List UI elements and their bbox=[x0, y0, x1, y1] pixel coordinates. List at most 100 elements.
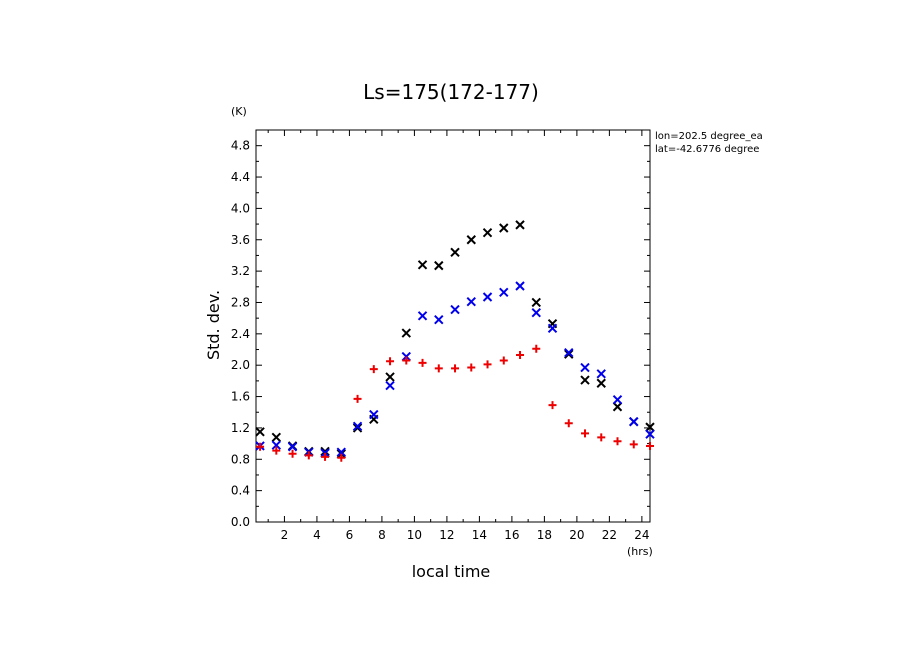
y-tick-label: 4.0 bbox=[231, 201, 250, 215]
data-point bbox=[271, 432, 282, 443]
data-point bbox=[596, 378, 606, 388]
data-point bbox=[369, 365, 378, 374]
data-point bbox=[451, 364, 460, 373]
data-point bbox=[483, 360, 492, 369]
data-point bbox=[321, 452, 330, 461]
x-tick-label: 20 bbox=[569, 528, 584, 542]
data-point bbox=[434, 364, 443, 373]
data-point bbox=[434, 315, 444, 325]
data-point bbox=[417, 311, 428, 321]
data-point bbox=[645, 429, 655, 439]
data-point bbox=[629, 440, 638, 449]
data-point bbox=[467, 363, 476, 372]
data-point bbox=[499, 287, 509, 297]
data-point bbox=[434, 260, 444, 271]
data-point bbox=[564, 349, 574, 359]
y-tick-label: 0.0 bbox=[231, 515, 250, 529]
data-point bbox=[450, 247, 460, 258]
y-axis-label: Std. dev. bbox=[204, 290, 223, 360]
series-2 bbox=[256, 344, 654, 462]
data-point bbox=[304, 451, 313, 460]
data-point bbox=[336, 447, 347, 457]
y-unit-label: (K) bbox=[231, 105, 247, 118]
x-tick-label: 16 bbox=[504, 528, 519, 542]
data-point bbox=[645, 422, 655, 432]
chart-title: Ls=175(172-177) bbox=[363, 80, 539, 104]
data-point bbox=[564, 347, 574, 358]
data-point bbox=[402, 356, 411, 365]
y-tick-label: 1.6 bbox=[231, 390, 250, 404]
y-tick-label: 2.0 bbox=[231, 358, 250, 372]
data-point bbox=[564, 419, 573, 428]
y-ticks: 0.0 0.4 0.8 1.2 1.6 2.0 2.4 2.8 3.2 3.6 4.0 4.4 4.8 bbox=[231, 139, 650, 529]
data-point bbox=[466, 296, 476, 307]
data-point bbox=[255, 427, 265, 437]
y-tick-label: 2.4 bbox=[231, 327, 250, 341]
data-point bbox=[466, 235, 476, 245]
x-tick-label: 14 bbox=[472, 528, 487, 542]
data-point bbox=[613, 437, 622, 446]
data-point bbox=[499, 356, 508, 365]
data-point bbox=[272, 446, 281, 455]
data-point bbox=[516, 351, 525, 360]
data-marks bbox=[255, 220, 655, 462]
x-tick-label: 24 bbox=[634, 528, 649, 542]
x-tick-label: 18 bbox=[537, 528, 552, 542]
data-point bbox=[353, 394, 362, 403]
x-tick-label: 6 bbox=[346, 528, 354, 542]
data-point bbox=[337, 453, 346, 462]
x-tick-label: 10 bbox=[407, 528, 422, 542]
data-point bbox=[352, 423, 363, 433]
y-tick-label: 0.4 bbox=[231, 484, 250, 498]
x-unit-label: (hrs) bbox=[627, 545, 653, 558]
data-point bbox=[646, 441, 654, 450]
data-point bbox=[612, 402, 623, 412]
data-point bbox=[385, 380, 395, 391]
x-tick-label: 4 bbox=[313, 528, 321, 542]
data-point bbox=[287, 442, 298, 452]
data-point bbox=[450, 304, 460, 315]
annotation-lon: lon=202.5 degree_ea bbox=[655, 131, 763, 142]
data-point bbox=[386, 357, 395, 366]
data-point bbox=[499, 223, 509, 233]
x-tick-label: 2 bbox=[281, 528, 289, 542]
data-point bbox=[417, 260, 428, 270]
y-tick-label: 0.8 bbox=[231, 452, 250, 466]
data-point bbox=[256, 442, 265, 451]
data-point bbox=[369, 409, 379, 420]
data-point bbox=[288, 449, 297, 458]
data-point bbox=[629, 416, 639, 427]
data-point bbox=[580, 362, 590, 373]
data-point bbox=[531, 307, 541, 318]
data-point bbox=[532, 344, 541, 353]
data-point bbox=[597, 433, 606, 442]
data-point bbox=[482, 227, 493, 238]
data-point bbox=[612, 394, 623, 405]
data-point bbox=[352, 421, 363, 432]
data-point bbox=[385, 372, 395, 382]
data-point bbox=[515, 220, 525, 230]
data-point bbox=[531, 297, 541, 308]
data-point bbox=[548, 401, 557, 410]
x-tick-label: 8 bbox=[378, 528, 386, 542]
annotation-lat: lat=-42.6776 degree bbox=[655, 144, 759, 155]
data-point bbox=[482, 292, 493, 302]
data-point bbox=[580, 375, 590, 385]
data-point bbox=[596, 369, 606, 379]
data-point bbox=[547, 323, 558, 334]
x-axis-label: local time bbox=[412, 562, 491, 581]
x-ticks: 2 4 6 8 10 12 14 16 18 20 22 24 bbox=[267, 130, 650, 542]
data-point bbox=[271, 440, 282, 450]
data-point bbox=[515, 281, 525, 291]
y-tick-label: 3.2 bbox=[231, 264, 250, 278]
data-point bbox=[418, 358, 427, 367]
x-tick-label: 12 bbox=[439, 528, 454, 542]
x-tick-label: 22 bbox=[602, 528, 617, 542]
data-point bbox=[401, 328, 411, 338]
y-tick-label: 3.6 bbox=[231, 233, 250, 247]
y-tick-label: 4.4 bbox=[231, 170, 250, 184]
data-point bbox=[320, 446, 330, 457]
y-tick-label: 1.2 bbox=[231, 421, 250, 435]
plot-frame bbox=[255, 129, 651, 523]
